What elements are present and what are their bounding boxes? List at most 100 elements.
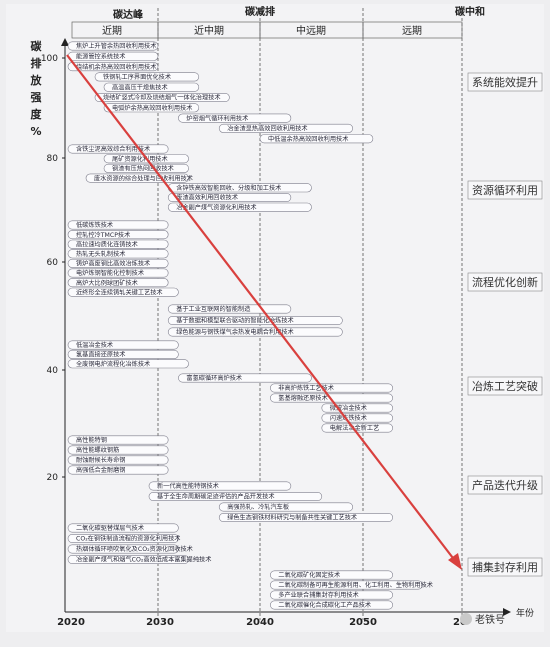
- technology-pill: [67, 62, 159, 72]
- technology-label: 耐蚀耐候长寿命钢: [76, 456, 126, 464]
- technology-pill: [269, 600, 393, 610]
- technology-pill: [103, 103, 200, 113]
- technology-list: 焦炉上升管余热回收利用技术能源管控系统技术烧结机余热高效回收利用技术铁钢轧工序界…: [67, 41, 433, 610]
- watermark: 老铁号: [460, 611, 505, 626]
- technology-pill: [67, 359, 189, 369]
- technology-item: 基于数据和模型联合驱动的智能化冶炼技术: [167, 315, 343, 325]
- technology-pill: [103, 163, 189, 173]
- technology-label: 废水资源的综合处理与回收利用技术: [94, 174, 193, 182]
- technology-label: 烧结矿竖式冷却及烧结烟气一体化治理技术: [103, 94, 221, 102]
- technology-label: 电弧炉余热高效回收利用技术: [112, 104, 192, 112]
- y-axis-label-char: 放: [30, 73, 43, 87]
- technology-label: 非高炉炼铁工艺技术: [278, 384, 334, 392]
- technology-item: 近终形全连续铸轧关键工艺技术: [67, 287, 179, 297]
- technology-item: 中低温余热高效回收利用技术: [259, 134, 374, 144]
- technology-pill: [94, 93, 230, 103]
- phase-label-reduction: 碳减排: [245, 5, 275, 18]
- technology-pill: [67, 278, 169, 288]
- x-year-2030: 2030: [146, 617, 174, 628]
- technology-pill: [259, 134, 374, 144]
- technology-item: 基于全生命周期碳足迹评估的产品开发技术: [148, 491, 323, 501]
- y-axis-label-char: 碳: [31, 39, 43, 53]
- technology-label: 能源管控系统技术: [76, 53, 126, 61]
- technology-item: 烧结机余热高效回收利用技术: [67, 62, 159, 72]
- category-label: 系统能效提升: [472, 75, 538, 89]
- technology-pill: [67, 544, 179, 554]
- technology-label: 炉窑烟气循环利用技术: [186, 114, 248, 122]
- technology-label: 高性能特钢: [76, 436, 107, 444]
- technology-pill: [67, 144, 169, 154]
- technology-label: 二氧化碳制备可再生能源利用、化工利用、生物利用技术: [278, 581, 433, 589]
- technology-label: 二氧化碳催化合成碳化工产品技术: [278, 601, 371, 609]
- y-tick-label: 80: [47, 154, 59, 164]
- category-item: 产品迭代升级: [467, 475, 543, 495]
- technology-item: 冶金渣显热高效回收利用技术: [218, 123, 353, 133]
- technology-pill: [269, 570, 393, 580]
- technology-label: 废渣高效利用回收技术: [176, 194, 238, 202]
- period-label-mid-far: 中远期: [296, 24, 326, 37]
- technology-item: 耐蚀耐候长寿命钢: [67, 455, 169, 465]
- phase-label-peak: 碳达峰: [113, 8, 144, 21]
- technology-pill: [67, 435, 169, 445]
- technology-item: 二氧化碳驱替煤层气技术: [67, 523, 179, 533]
- technology-pill: [218, 502, 353, 512]
- technology-pill: [67, 268, 169, 278]
- category-box: [467, 376, 543, 396]
- technology-label: 二氧化碳矿化固定技术: [278, 571, 340, 579]
- technology-item: 闪速炼铁技术: [321, 413, 393, 423]
- technology-item: 非高炉炼铁工艺技术: [269, 383, 393, 393]
- technology-pill: [67, 287, 179, 297]
- category-label: 捕集封存利用: [472, 560, 538, 574]
- technology-label: 新一代高性能特钢技术: [157, 482, 219, 490]
- technology-item: 烧结矿竖式冷却及烧结烟气一体化治理技术: [94, 93, 230, 103]
- technology-label: 含铁尘泥高效综合利用技术: [76, 145, 150, 153]
- technology-item: 含铁尘泥高效综合利用技术: [67, 144, 169, 154]
- technology-item: 热轧无头轧制技术: [67, 249, 169, 259]
- technology-item: 控轧控冷TMCP技术: [67, 230, 169, 240]
- technology-label: 高性能螺纹钢筋: [76, 446, 119, 454]
- technology-item: 热烟体循环喷吹氧化及CO₂资源化回收技术: [67, 544, 193, 554]
- technology-item: 二氧化碳矿化固定技术: [269, 570, 393, 580]
- technology-item: 铸炉高废钢比高效冶炼技术: [67, 258, 169, 268]
- technology-label: 基于数据和模型联合驱动的智能化冶炼技术: [176, 317, 294, 325]
- technology-label: 高拉速均质化连铸技术: [76, 240, 138, 248]
- category-label: 流程优化创新: [472, 275, 538, 289]
- technology-pill: [67, 554, 189, 564]
- technology-label: 二氧化碳驱替煤层气技术: [76, 524, 144, 532]
- technology-pill: [167, 327, 343, 337]
- y-tick-label: 100: [41, 54, 58, 64]
- technology-label: 热轧无头轧制技术: [76, 250, 126, 258]
- technology-label: 基于全生命周期碳足迹评估的产品开发技术: [157, 493, 275, 501]
- technology-pill: [67, 523, 179, 533]
- category-label: 冶炼工艺突破: [472, 379, 538, 393]
- technology-label: 低温冶金技术: [76, 341, 113, 349]
- y-tick-label: 40: [47, 366, 59, 376]
- technology-item: 电解法冶金新工艺: [321, 423, 393, 433]
- technology-label: 焦炉上升管余热回收利用技术: [76, 42, 156, 50]
- technology-item: 高强热轧、冷轧汽车板: [218, 502, 353, 512]
- technology-pill: [148, 481, 292, 491]
- technology-label: 冶金渣显热高效回收利用技术: [227, 125, 307, 133]
- technology-pill: [67, 230, 169, 240]
- technology-item: 废渣高效利用回收技术: [167, 193, 292, 203]
- technology-label: 全废钢电炉流程化冶炼技术: [76, 360, 150, 368]
- x-year-2020: 2020: [57, 617, 85, 628]
- category-item: 捕集封存利用: [467, 557, 543, 577]
- technology-pill: [167, 315, 343, 325]
- technology-label: 低碳炼铁技术: [76, 221, 113, 229]
- technology-label: 中低温余热高效回收利用技术: [268, 135, 348, 143]
- technology-item: 电弧炉余热高效回收利用技术: [103, 103, 200, 113]
- technology-item: CO₂在钢铁制造流程的资源化利用技术: [67, 533, 180, 543]
- technology-pill: [269, 580, 423, 590]
- technology-item: 绿色生态钢铁材料研究与制备共性关键工艺技术: [218, 512, 393, 522]
- y-axis-label-char: 度: [31, 107, 43, 121]
- category-box: [467, 557, 543, 577]
- period-label-near-mid: 近中期: [194, 24, 224, 37]
- technology-label: 冶金副产煤气资源化利用技术: [176, 203, 256, 211]
- technology-label: 氢基熔融还原技术: [278, 394, 328, 402]
- technology-pill: [321, 413, 393, 423]
- category-item: 冶炼工艺突破: [467, 376, 543, 396]
- technology-pill: [67, 349, 179, 359]
- technology-label: 钢渣有压热闷回收技术: [112, 165, 174, 173]
